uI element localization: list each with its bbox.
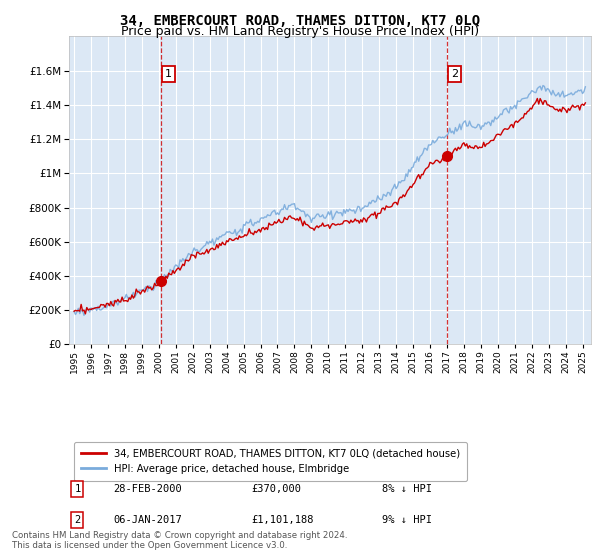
Legend: 34, EMBERCOURT ROAD, THAMES DITTON, KT7 0LQ (detached house), HPI: Average price: 34, EMBERCOURT ROAD, THAMES DITTON, KT7 … <box>74 442 467 481</box>
Text: 8% ↓ HPI: 8% ↓ HPI <box>382 484 432 494</box>
Text: £370,000: £370,000 <box>252 484 302 494</box>
Text: £1,101,188: £1,101,188 <box>252 515 314 525</box>
Text: 9% ↓ HPI: 9% ↓ HPI <box>382 515 432 525</box>
Text: 34, EMBERCOURT ROAD, THAMES DITTON, KT7 0LQ: 34, EMBERCOURT ROAD, THAMES DITTON, KT7 … <box>120 14 480 28</box>
Text: Contains HM Land Registry data © Crown copyright and database right 2024.
This d: Contains HM Land Registry data © Crown c… <box>12 530 347 550</box>
Text: Price paid vs. HM Land Registry's House Price Index (HPI): Price paid vs. HM Land Registry's House … <box>121 25 479 38</box>
Text: 28-FEB-2000: 28-FEB-2000 <box>113 484 182 494</box>
Text: 2: 2 <box>451 69 458 79</box>
Text: 1: 1 <box>165 69 172 79</box>
Text: 06-JAN-2017: 06-JAN-2017 <box>113 515 182 525</box>
Text: 2: 2 <box>74 515 80 525</box>
Text: 1: 1 <box>74 484 80 494</box>
